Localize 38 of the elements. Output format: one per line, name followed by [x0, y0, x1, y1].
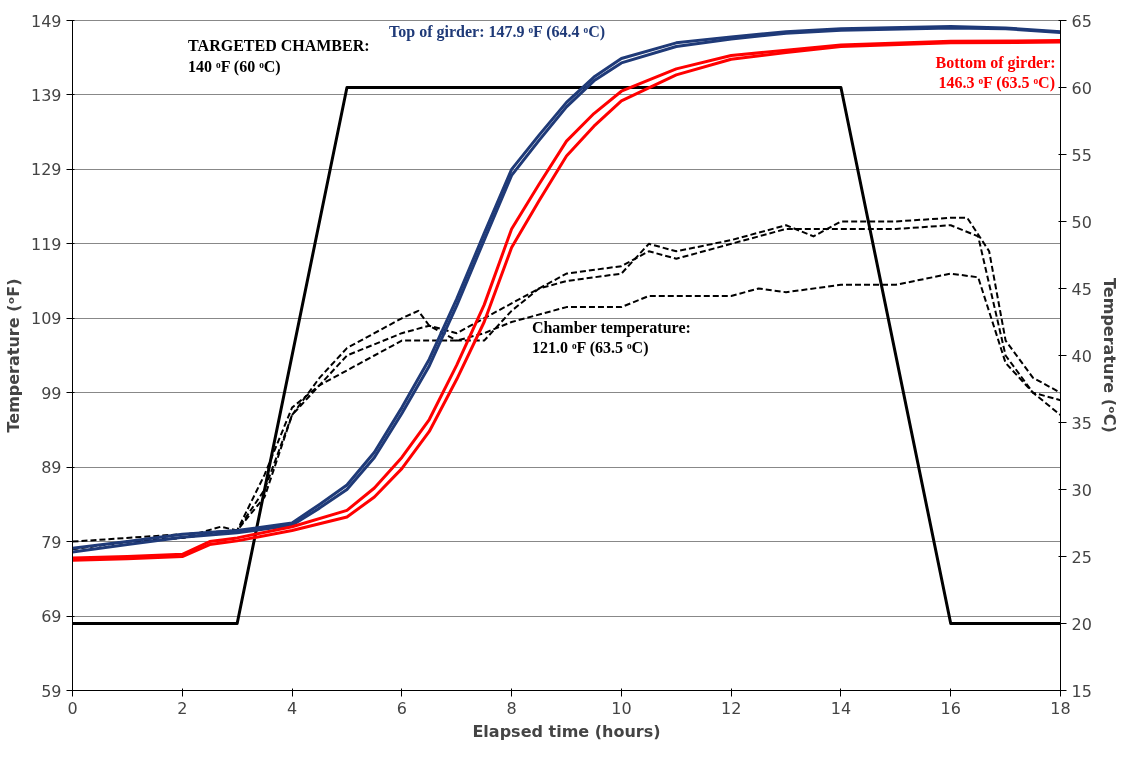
x-tick-label: 2: [177, 698, 188, 718]
x-tick-label: 14: [830, 698, 852, 718]
y2-tick-label: 60: [1071, 78, 1092, 98]
y-tick-label: 99: [41, 383, 62, 403]
x-tick-label: 8: [506, 698, 517, 718]
y2-tick-label: 35: [1071, 413, 1092, 433]
x-tick-label: 12: [720, 698, 742, 718]
y2-tick-label: 45: [1071, 279, 1092, 299]
y-tick-label: 109: [30, 309, 62, 329]
y-tick-label: 129: [30, 160, 62, 180]
x-tick-label: 4: [286, 698, 298, 718]
annotation: Top of girder: 147.9 ᵒF (64.4 ᵒC): [389, 22, 606, 41]
y2-tick-label: 15: [1071, 681, 1092, 701]
y2-tick-label: 30: [1071, 480, 1092, 500]
y2-axis-title: Temperature (ᵒC): [1099, 278, 1119, 433]
x-tick-label: 18: [1050, 698, 1071, 718]
x-axis-title: Elapsed time (hours): [472, 721, 661, 741]
y-tick-label: 119: [30, 234, 62, 254]
y-tick-label: 149: [30, 11, 62, 31]
y-tick-label: 139: [30, 85, 62, 105]
y2-tick-label: 55: [1071, 145, 1092, 165]
x-tick-label: 10: [611, 698, 632, 718]
y2-tick-label: 25: [1071, 547, 1092, 567]
y2-tick-label: 50: [1071, 212, 1092, 232]
y-tick-label: 69: [41, 607, 62, 627]
annotation: TARGETED CHAMBER: 140 ᵒF (60 ᵒC): [188, 37, 370, 76]
y2-tick-label: 65: [1071, 11, 1092, 31]
annotation: Bottom of girder: 146.3 ᵒF (63.5 ᵒC): [935, 54, 1056, 93]
y-axis-title: Temperature (ᵒF): [3, 278, 23, 433]
y2-tick-label: 40: [1071, 346, 1092, 366]
x-tick-label: 6: [396, 698, 407, 718]
annotation: Chamber temperature: 121.0 ᵒF (63.5 ᵒC): [531, 318, 691, 358]
y-tick-label: 89: [41, 458, 62, 478]
y-tick-label: 59: [41, 681, 62, 701]
y2-tick-label: 20: [1071, 614, 1092, 634]
x-tick-label: 16: [940, 698, 961, 718]
y-tick-label: 79: [41, 532, 62, 552]
x-tick-label: 0: [67, 698, 78, 718]
